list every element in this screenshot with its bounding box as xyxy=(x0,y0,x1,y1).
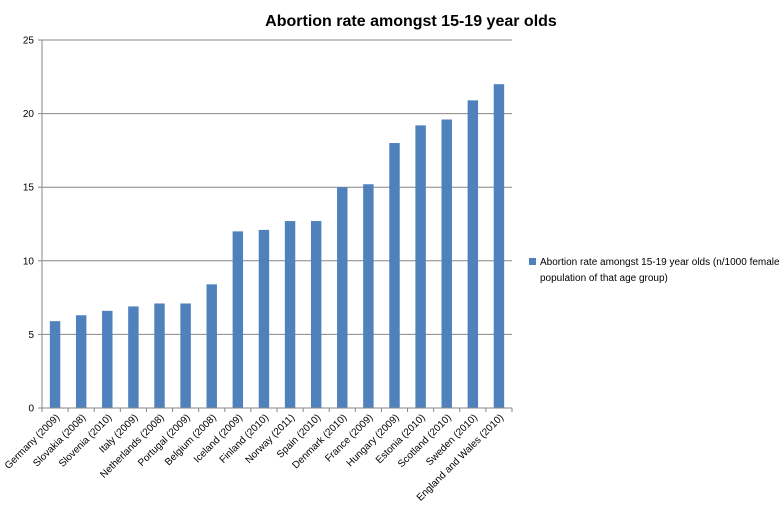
bar-slovenia-2010 xyxy=(102,310,113,408)
y-tick-label: 25 xyxy=(23,36,35,47)
y-tick-label: 0 xyxy=(28,404,34,415)
y-tick-label: 20 xyxy=(23,109,35,120)
bars xyxy=(49,84,505,409)
chart-title: Abortion rate amongst 15-19 year olds xyxy=(265,13,557,30)
y-tick-label: 10 xyxy=(23,256,35,267)
y-axis-ticks: 0 5 10 15 20 25 xyxy=(23,36,43,415)
bar-england-and-wales-2010 xyxy=(493,84,505,408)
bar-netherlands-2008 xyxy=(154,303,165,408)
bar-iceland-2009 xyxy=(232,231,244,408)
y-tick-label: 15 xyxy=(23,183,35,194)
bar-portugal-2009 xyxy=(180,303,191,408)
legend-label-line-2: population of that age group) xyxy=(540,273,668,284)
bar-estonia-2010 xyxy=(415,125,426,408)
bar-norway-2011 xyxy=(284,221,296,408)
bar-slovakia-2008 xyxy=(75,315,87,408)
bar-italy-2009 xyxy=(128,306,139,408)
legend-swatch xyxy=(529,258,536,265)
bar-sweden-2010 xyxy=(467,100,479,409)
bar-germany-2009 xyxy=(49,321,61,408)
legend: Abortion rate amongst 15-19 year olds (n… xyxy=(529,257,780,284)
bar-france-2009 xyxy=(363,184,374,408)
bar-finland-2010 xyxy=(258,229,270,408)
bar-belgium-2008 xyxy=(206,284,217,408)
bar-hungary-2009 xyxy=(389,143,400,409)
x-axis-ticks: Germany (2009)Slovakia (2008)Slovenia (2… xyxy=(3,407,513,504)
bar-denmark-2010 xyxy=(337,187,348,408)
legend-label-line-1: Abortion rate amongst 15-19 year olds (n… xyxy=(540,257,780,268)
bar-scotland-2010 xyxy=(441,119,452,408)
bar-spain-2010 xyxy=(310,221,322,408)
y-tick-label: 5 xyxy=(28,330,34,341)
